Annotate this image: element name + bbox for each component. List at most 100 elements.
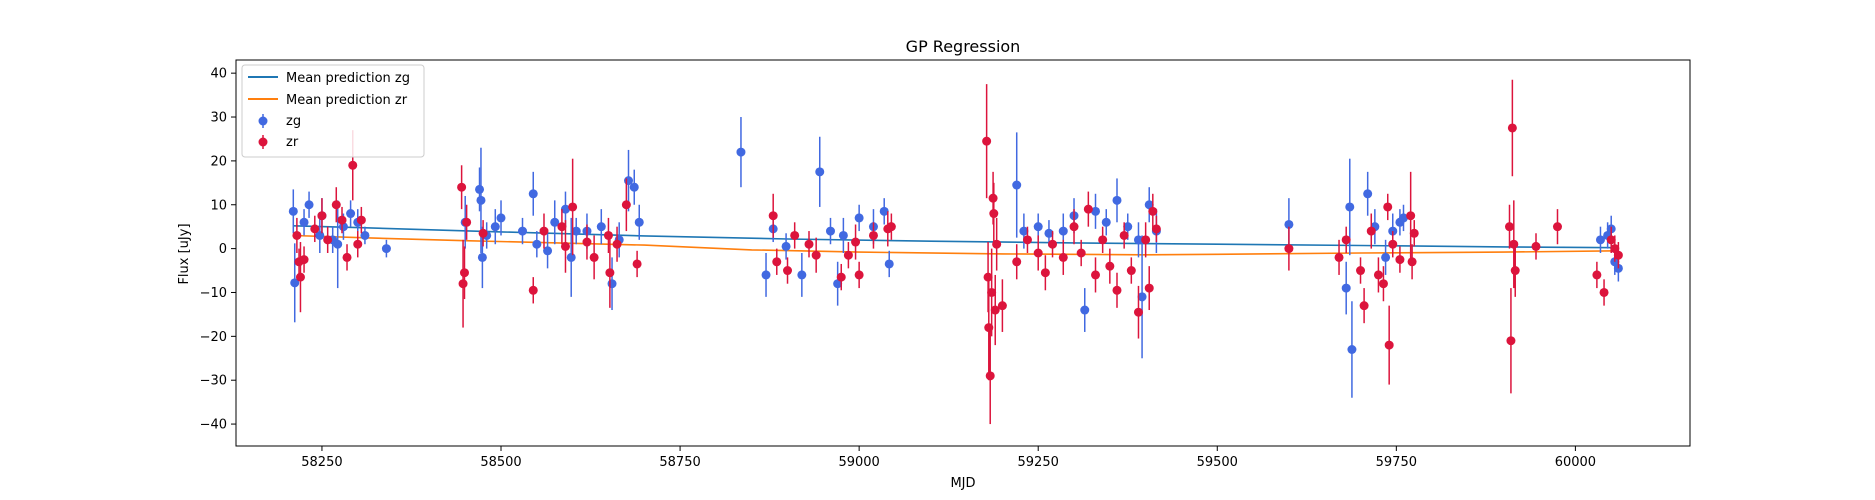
point-zr xyxy=(854,270,864,280)
point-zr xyxy=(1334,252,1344,262)
point-zr xyxy=(1610,244,1620,254)
point-zr xyxy=(603,230,613,240)
point-zr xyxy=(353,239,363,249)
point-zr xyxy=(1531,241,1541,251)
point-zr xyxy=(1144,283,1154,293)
point-zr xyxy=(886,222,896,232)
point-zr xyxy=(851,237,861,247)
point-zr xyxy=(1076,248,1086,258)
point-zr xyxy=(1148,206,1158,216)
point-zr xyxy=(1083,204,1093,214)
y-tick-label: −40 xyxy=(200,418,227,433)
point-zr xyxy=(1112,285,1122,295)
point-zg xyxy=(496,213,506,223)
y-tick-label: −10 xyxy=(200,286,227,301)
point-zr xyxy=(1388,239,1398,249)
point-zg xyxy=(1144,200,1154,210)
point-zr xyxy=(1151,224,1161,234)
point-zr xyxy=(539,226,549,236)
point-zg xyxy=(1044,228,1054,238)
point-zg xyxy=(476,195,486,205)
point-zr xyxy=(331,200,341,210)
point-zr xyxy=(478,228,488,238)
point-zg xyxy=(1033,222,1043,232)
point-zg xyxy=(346,209,356,219)
point-zg xyxy=(560,204,570,214)
point-zr xyxy=(317,211,327,221)
point-zr xyxy=(1509,239,1519,249)
point-zr xyxy=(458,279,468,289)
y-axis-label: Flux [uJy] xyxy=(177,223,192,284)
point-zg xyxy=(333,239,343,249)
point-zr xyxy=(605,268,615,278)
point-zg xyxy=(833,279,843,289)
point-zr xyxy=(632,259,642,269)
point-zr xyxy=(356,215,366,225)
point-zr xyxy=(582,237,592,247)
point-zg xyxy=(490,222,500,232)
point-zr xyxy=(1069,222,1079,232)
point-zr xyxy=(348,160,358,170)
point-zg xyxy=(477,252,487,262)
x-axis-label: MJD xyxy=(950,476,975,491)
point-zr xyxy=(1407,257,1417,267)
point-zg xyxy=(381,244,391,254)
legend-label-zg-line: Mean prediction zg xyxy=(286,71,410,86)
point-zr xyxy=(790,230,800,240)
x-tick-label: 58750 xyxy=(659,455,700,470)
point-zg xyxy=(1137,292,1147,302)
x-tick-label: 58250 xyxy=(301,455,342,470)
point-zg xyxy=(884,259,894,269)
point-zr xyxy=(1040,268,1050,278)
point-zr xyxy=(299,255,309,265)
point-zr xyxy=(1599,287,1609,297)
x-tick-label: 59000 xyxy=(838,455,879,470)
point-zr xyxy=(1126,266,1136,276)
point-zr xyxy=(1384,340,1394,350)
point-zg xyxy=(1595,235,1605,245)
point-zg xyxy=(838,230,848,240)
point-zr xyxy=(836,272,846,282)
point-zr xyxy=(783,266,793,276)
point-zr xyxy=(295,272,305,282)
y-tick-label: 10 xyxy=(210,198,227,213)
x-tick-label: 58500 xyxy=(480,455,521,470)
point-zr xyxy=(1510,266,1520,276)
point-zr xyxy=(843,250,853,260)
point-zr xyxy=(568,202,578,212)
point-zr xyxy=(1359,301,1369,311)
point-zg xyxy=(596,222,606,232)
point-zr xyxy=(1091,270,1101,280)
point-zr xyxy=(804,239,814,249)
point-zg xyxy=(1284,219,1294,229)
point-zg xyxy=(1012,180,1022,190)
point-zr xyxy=(1356,266,1366,276)
point-zr xyxy=(1033,248,1043,258)
point-zr xyxy=(560,241,570,251)
point-zr xyxy=(462,217,472,227)
point-zg xyxy=(1058,226,1068,236)
point-zr xyxy=(1141,235,1151,245)
point-zr xyxy=(985,371,995,381)
point-zr xyxy=(990,305,1000,315)
point-zr xyxy=(772,257,782,267)
point-zr xyxy=(557,222,567,232)
point-zr xyxy=(768,211,778,221)
legend-swatch-zg-marker xyxy=(258,116,268,126)
point-zr xyxy=(1366,226,1376,236)
point-zr xyxy=(1395,255,1405,265)
legend-box xyxy=(241,64,425,158)
point-zr xyxy=(457,182,467,192)
chart-title: GP Regression xyxy=(906,37,1021,56)
point-zg xyxy=(1345,202,1355,212)
point-zr xyxy=(1378,279,1388,289)
point-zg xyxy=(1019,226,1029,236)
point-zg xyxy=(1347,345,1357,354)
point-zr xyxy=(989,209,999,219)
point-zg xyxy=(532,239,542,249)
point-zr xyxy=(1606,235,1616,245)
y-tick-label: 40 xyxy=(210,67,227,82)
point-zr xyxy=(621,200,631,210)
point-zr xyxy=(1022,235,1032,245)
x-tick-label: 59500 xyxy=(1197,455,1238,470)
